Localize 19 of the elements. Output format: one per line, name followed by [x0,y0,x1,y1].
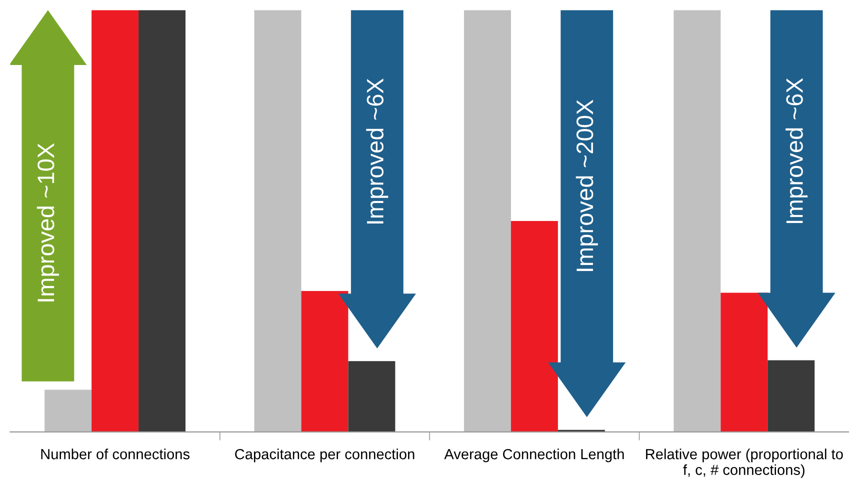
annotation: Improved ~6X [786,78,808,224]
x-tick-label: Average Connection Length [444,448,624,462]
bar [254,10,302,432]
bar [720,292,768,432]
bar [301,291,348,432]
x-tick-label: Capacitance per connection [235,448,414,462]
bar [348,361,396,432]
bar [92,10,139,432]
bar [464,10,511,432]
bar [44,390,92,432]
x-tick-label: Number of connections [41,448,190,460]
annotation: Improved ~10X [36,143,59,302]
annotation: Improved ~200X [576,100,598,271]
bar [138,10,186,432]
annotation: Improved ~6X [366,78,388,224]
bar [510,221,558,432]
bar [768,360,815,432]
x-tick-label: Relative power (proportional to f, c, # connections) [646,448,843,478]
bar [674,10,721,432]
